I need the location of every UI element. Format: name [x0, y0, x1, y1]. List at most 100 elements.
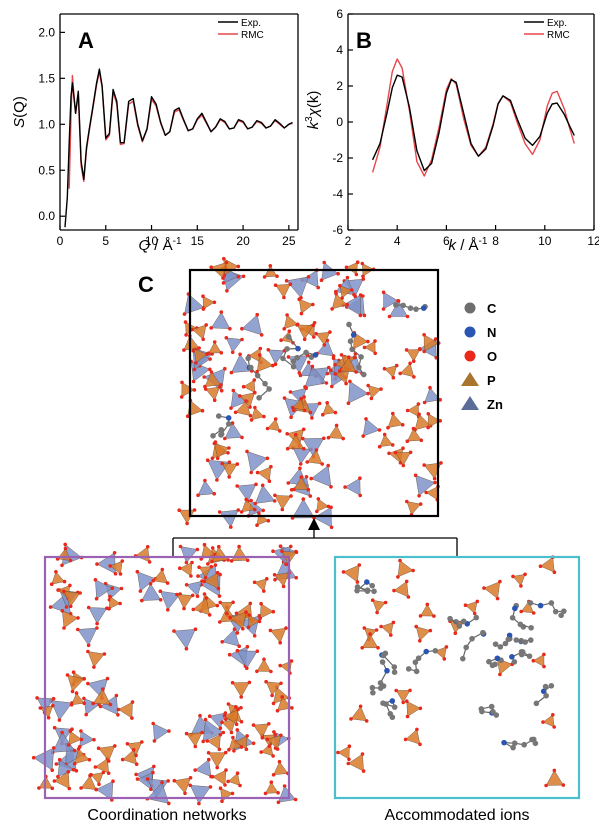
atom	[346, 321, 352, 328]
oxygen-atom	[231, 388, 236, 393]
oxygen-atom	[229, 559, 234, 563]
oxygen-atom	[259, 601, 263, 606]
polyhedron	[193, 348, 208, 364]
oxygen-atom	[285, 432, 290, 436]
oxygen-atom	[362, 345, 367, 350]
oxygen-atom	[224, 260, 229, 265]
polyhedron	[274, 572, 290, 587]
oxygen-atom	[76, 747, 81, 751]
legend-label-exp-b: Exp.	[547, 18, 567, 29]
atom	[532, 740, 539, 747]
oxygen-atom	[310, 416, 314, 420]
polyhedron	[346, 261, 358, 275]
oxygen-atom	[404, 348, 409, 352]
oxygen-atom	[439, 461, 443, 465]
oxygen-atom	[38, 706, 43, 710]
oxygen-atom	[68, 583, 72, 588]
oxygen-atom	[253, 507, 257, 512]
series-line-exp-a	[64, 68, 293, 228]
connector-arrowhead	[308, 518, 320, 530]
oxygen-atom	[358, 313, 363, 318]
oxygen-atom	[312, 335, 316, 339]
oxygen-atom	[275, 747, 280, 751]
oxygen-atom	[401, 700, 406, 705]
oxygen-atom	[79, 729, 83, 733]
ticks-b: 2 4 6 8 10 12 -6 -4 -2 0 2 4 6	[332, 7, 599, 248]
oxygen-atom	[251, 741, 256, 746]
oxygen-atom	[299, 396, 303, 401]
oxygen-atom	[396, 299, 401, 303]
ticks-a: 0 5 10 15 20 25 0.0 0.5 1.0 1.5 2.0	[38, 25, 296, 248]
polyhedron	[379, 434, 394, 447]
legend-atom-label: Zn	[487, 397, 503, 412]
oxygen-atom	[273, 577, 277, 582]
atom	[492, 661, 498, 668]
oxygen-atom	[108, 594, 112, 599]
oxygen-atom	[290, 405, 295, 410]
oxygen-atom	[262, 589, 266, 593]
polyhedron	[176, 594, 194, 609]
polyhedron	[219, 602, 234, 614]
oxygen-atom	[222, 256, 226, 261]
x-tick-label-a: 0	[57, 234, 64, 248]
polyhedron	[434, 646, 447, 660]
polyhedron	[399, 362, 415, 378]
oxygen-atom	[78, 591, 82, 595]
oxygen-atom	[244, 610, 248, 614]
oxygen-atom	[366, 339, 370, 344]
oxygen-atom	[366, 383, 371, 388]
oxygen-atom	[347, 744, 352, 748]
oxygen-atom	[248, 413, 253, 418]
oxygen-atom	[305, 460, 310, 464]
atom	[407, 305, 414, 311]
oxygen-atom	[140, 598, 144, 603]
atom	[513, 637, 520, 643]
polyhedron	[427, 413, 441, 428]
oxygen-atom	[51, 696, 56, 701]
oxygen-atom	[86, 605, 91, 610]
oxygen-atom	[194, 361, 198, 365]
oxygen-atom	[252, 580, 257, 585]
polyhedron	[302, 438, 325, 458]
oxygen-atom	[228, 615, 232, 620]
oxygen-atom	[347, 757, 351, 762]
oxygen-atom	[209, 564, 214, 569]
oxygen-atom	[230, 421, 235, 425]
oxygen-atom	[92, 737, 96, 742]
oxygen-atom	[63, 542, 67, 547]
oxygen-atom	[235, 728, 240, 732]
oxygen-atom	[276, 791, 280, 795]
polyhedron	[265, 781, 279, 794]
oxygen-atom	[245, 644, 250, 649]
polyhedron	[137, 571, 156, 592]
atom	[502, 640, 509, 647]
oxygen-atom	[203, 478, 207, 483]
oxygen-atom	[394, 363, 399, 368]
polyhedron	[283, 314, 299, 330]
polyhedron	[241, 314, 262, 336]
oxygen-atom	[422, 463, 427, 467]
oxygen-atom	[180, 380, 184, 385]
oxygen-atom	[212, 300, 217, 305]
panel-label-a: A	[78, 28, 94, 53]
polyhedron	[212, 769, 227, 786]
oxygen-atom	[301, 427, 306, 432]
polyhedron	[407, 403, 419, 417]
oxygen-atom	[341, 570, 346, 574]
polyhedron	[221, 463, 238, 478]
oxygen-atom	[358, 493, 363, 498]
polyhedron	[361, 633, 379, 648]
oxygen-atom	[245, 558, 250, 563]
atom	[295, 345, 301, 352]
oxygen-atom	[364, 719, 369, 723]
oxygen-atom	[238, 352, 242, 357]
oxygen-atom	[182, 312, 187, 316]
oxygen-atom	[269, 780, 274, 784]
oxygen-atom	[206, 562, 210, 566]
polyhedron	[68, 730, 82, 746]
x-tick-label-b: 12	[587, 234, 599, 248]
polyhedron	[98, 745, 116, 762]
caption-accommodated-ions: Accommodated ions	[385, 807, 530, 824]
oxygen-atom	[140, 740, 144, 744]
oxygen-atom	[82, 677, 86, 681]
